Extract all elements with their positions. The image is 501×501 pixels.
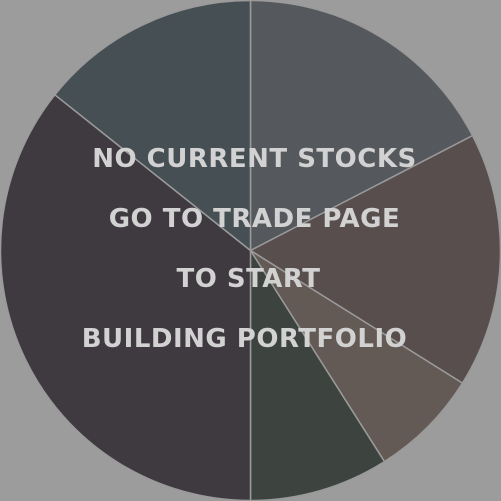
pie-slice-4 [249,247,386,501]
pie-slice-1 [249,0,474,252]
pie-slice-2 [248,134,501,385]
pie-slice-5 [0,93,252,501]
pie-slice-6 [53,0,252,253]
pie-slice-3 [249,249,464,463]
